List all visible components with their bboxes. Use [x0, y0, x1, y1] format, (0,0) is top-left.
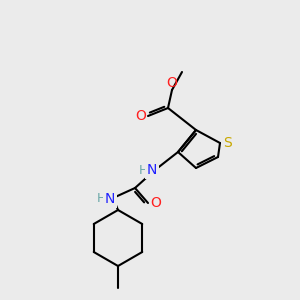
Text: O: O	[167, 76, 177, 90]
Text: N: N	[105, 192, 115, 206]
Text: S: S	[224, 136, 232, 150]
Text: H: H	[96, 193, 106, 206]
Text: O: O	[151, 196, 161, 210]
Text: N: N	[147, 163, 157, 177]
Text: O: O	[136, 109, 146, 123]
Text: H: H	[138, 164, 148, 176]
